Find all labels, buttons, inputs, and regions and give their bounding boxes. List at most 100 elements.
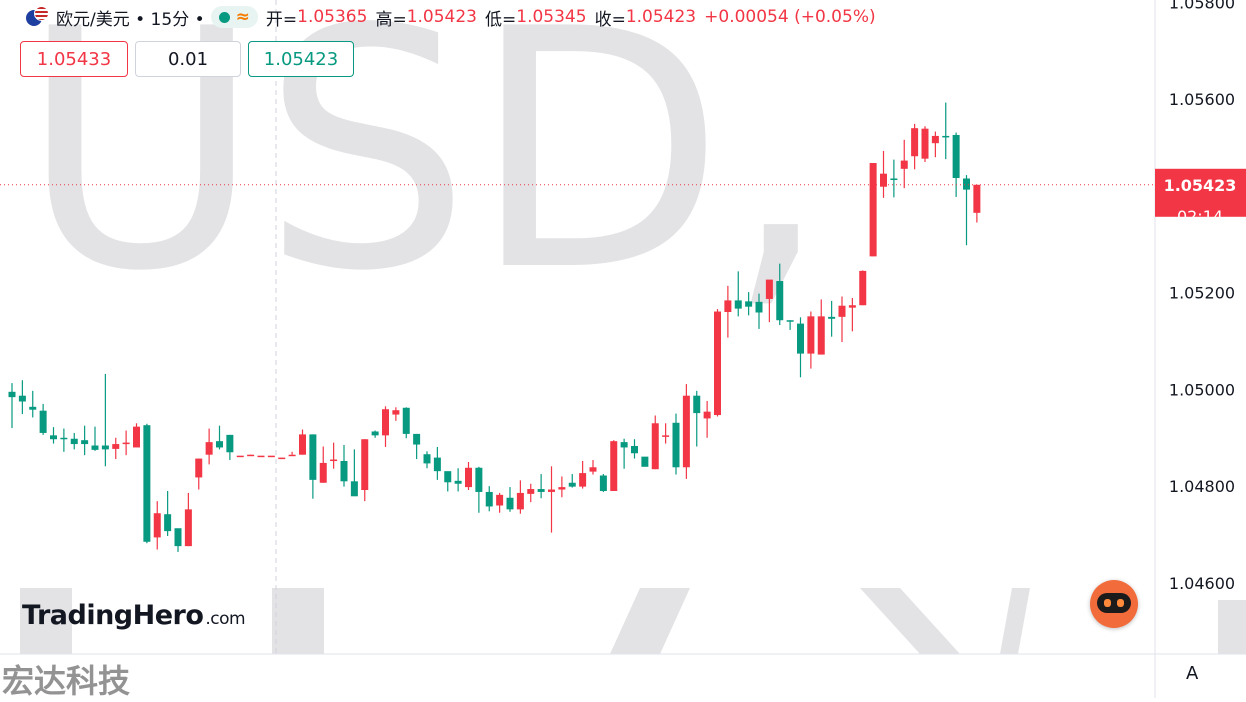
candle-body (29, 406, 37, 410)
candle-body (309, 434, 317, 480)
candle-body (50, 435, 57, 440)
candle-body (828, 316, 836, 319)
bar-countdown: 02:14 (1177, 207, 1223, 226)
high-label: 高= (375, 9, 407, 30)
candle-body (610, 441, 618, 491)
candle (662, 423, 670, 444)
candle-body (703, 411, 711, 419)
candle (340, 445, 348, 487)
candle-body (786, 320, 794, 322)
market-open-icon (218, 11, 230, 23)
candle (672, 413, 680, 475)
candle (537, 474, 545, 499)
candle (133, 423, 140, 448)
candle (900, 139, 908, 189)
candle-body (278, 457, 286, 460)
candle-body (444, 471, 452, 483)
candle (60, 428, 68, 452)
candle (952, 132, 960, 197)
candle (890, 159, 898, 198)
candle-body (91, 445, 99, 450)
candle-body (423, 454, 431, 464)
candle (101, 373, 109, 467)
candle-body (350, 481, 358, 497)
low-value: 1.05345 (516, 7, 587, 27)
candle-body (174, 528, 182, 547)
sell-button[interactable]: 1.05433 (20, 41, 128, 77)
candle (382, 406, 389, 447)
candle-body (18, 395, 26, 402)
candle (174, 528, 182, 552)
candle-body (371, 431, 379, 436)
candle-body (433, 457, 441, 472)
candle-body (641, 456, 649, 467)
candle-body (506, 497, 514, 510)
candle (29, 390, 37, 418)
candle (828, 300, 836, 337)
candle (568, 474, 576, 488)
candle (226, 434, 234, 461)
candle (703, 401, 711, 438)
candle-body (195, 458, 203, 478)
candle (869, 163, 877, 257)
background-decoration (20, 588, 1246, 654)
candle (599, 474, 607, 492)
candle-body (330, 459, 338, 462)
candle (278, 457, 286, 460)
candle (651, 415, 659, 470)
candle (942, 102, 950, 160)
candle (848, 297, 856, 332)
candle (579, 460, 587, 489)
candle-body (340, 460, 348, 482)
candle (589, 460, 597, 475)
candle-body (257, 455, 265, 458)
high-value: 1.05423 (406, 7, 478, 27)
candle (257, 455, 265, 458)
candle (122, 430, 130, 456)
candle (70, 432, 78, 450)
candle (921, 126, 929, 163)
candle (350, 449, 358, 497)
candle-body (361, 439, 369, 491)
symbol-title[interactable]: 欧元/美元 • 15分 • (56, 9, 205, 30)
candle-body (807, 316, 815, 354)
corner-watermark: 宏达科技 (2, 662, 131, 700)
auto-scale-button[interactable]: A (1186, 663, 1199, 684)
candle (714, 309, 721, 417)
candle-body (216, 441, 223, 448)
candle (682, 384, 690, 479)
candle-body (60, 437, 68, 440)
candle (745, 292, 753, 316)
candle-body (133, 426, 140, 448)
candle (361, 439, 369, 502)
candle-body (496, 494, 504, 506)
candle-body (900, 160, 908, 169)
candle (18, 380, 26, 415)
low-label: 低= (485, 9, 517, 30)
candle (392, 407, 400, 421)
candle (931, 131, 939, 158)
candle (963, 175, 970, 246)
candle (911, 123, 919, 170)
candle-body (548, 489, 555, 492)
price-axis[interactable]: 1.046001.048001.050001.052001.054001.056… (1169, 0, 1235, 593)
candle-body (880, 173, 887, 187)
candle (288, 451, 296, 457)
candle (371, 430, 379, 438)
candle-body (599, 475, 607, 491)
price-tick-label: 1.05000 (1169, 380, 1235, 399)
candle-body (973, 184, 981, 213)
candle-body (869, 163, 877, 257)
candle-body (70, 438, 78, 445)
quantity-input[interactable]: 0.01 (135, 41, 241, 77)
last-price-label: 1.05423 (1164, 176, 1237, 195)
candle-body (382, 409, 389, 436)
candle-body (8, 391, 16, 398)
buy-button[interactable]: 1.05423 (248, 41, 354, 77)
candle (112, 437, 120, 460)
status-pill[interactable]: ≈ (210, 6, 258, 28)
assistant-bot-icon[interactable] (1090, 580, 1138, 628)
candle (319, 446, 327, 483)
candle (724, 285, 732, 338)
